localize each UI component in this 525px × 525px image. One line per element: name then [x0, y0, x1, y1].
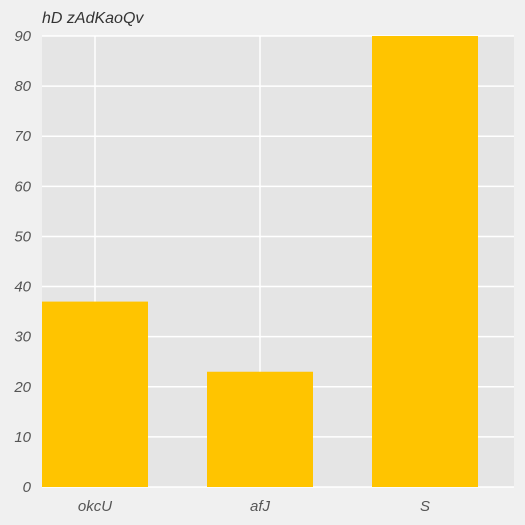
bars — [42, 36, 478, 487]
y-tick-label: 30 — [14, 329, 31, 346]
y-tick-labels: 0 10 20 30 40 50 60 70 80 90 — [13, 28, 31, 496]
y-tick-label: 20 — [13, 379, 31, 396]
x-tick-label: afJ — [250, 498, 271, 515]
bar-S — [372, 36, 478, 487]
x-tick-label: okcU — [78, 498, 112, 515]
bar-afJ — [207, 371, 313, 487]
y-tick-label: 90 — [14, 28, 31, 45]
y-tick-label: 50 — [14, 228, 31, 245]
y-tick-label: 80 — [14, 78, 31, 95]
x-tick-label: S — [420, 498, 430, 515]
y-tick-label: 10 — [14, 429, 31, 446]
x-tick-labels: okcU afJ S — [78, 498, 430, 515]
bar-okcU — [42, 301, 148, 487]
y-tick-label: 60 — [14, 178, 31, 195]
y-tick-label: 70 — [14, 128, 31, 145]
chart-title: hD zAdKaoQv — [42, 10, 144, 27]
y-tick-label: 40 — [14, 279, 31, 296]
y-tick-label: 0 — [23, 479, 32, 496]
